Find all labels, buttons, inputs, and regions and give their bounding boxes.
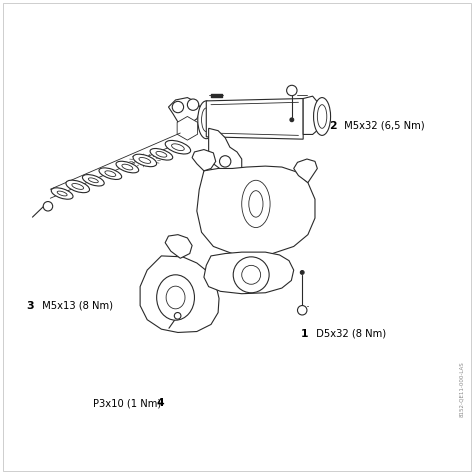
Circle shape bbox=[242, 265, 261, 284]
Ellipse shape bbox=[150, 148, 173, 160]
Polygon shape bbox=[192, 150, 216, 171]
Text: P3x10 (1 Nm): P3x10 (1 Nm) bbox=[93, 398, 164, 409]
Polygon shape bbox=[197, 166, 315, 256]
Ellipse shape bbox=[318, 105, 327, 128]
Polygon shape bbox=[165, 235, 192, 258]
Ellipse shape bbox=[249, 191, 263, 217]
Polygon shape bbox=[168, 98, 201, 126]
Text: M5x32 (6,5 Nm): M5x32 (6,5 Nm) bbox=[341, 121, 425, 131]
Ellipse shape bbox=[122, 164, 133, 170]
Circle shape bbox=[298, 306, 307, 315]
Circle shape bbox=[290, 118, 294, 122]
Text: 1: 1 bbox=[301, 329, 308, 339]
Polygon shape bbox=[140, 256, 219, 332]
Text: M5x13 (8 Nm): M5x13 (8 Nm) bbox=[38, 301, 112, 310]
Text: D5x32 (8 Nm): D5x32 (8 Nm) bbox=[313, 329, 386, 339]
Polygon shape bbox=[303, 96, 319, 135]
Ellipse shape bbox=[198, 101, 215, 139]
Ellipse shape bbox=[66, 180, 90, 192]
Ellipse shape bbox=[82, 174, 104, 186]
Circle shape bbox=[233, 257, 269, 293]
Circle shape bbox=[187, 99, 199, 110]
Polygon shape bbox=[294, 159, 318, 182]
Text: 8152-QE11-000-LAS: 8152-QE11-000-LAS bbox=[459, 361, 464, 417]
Ellipse shape bbox=[242, 180, 270, 228]
Ellipse shape bbox=[172, 144, 184, 151]
Circle shape bbox=[174, 312, 181, 319]
Ellipse shape bbox=[156, 152, 167, 157]
Ellipse shape bbox=[51, 188, 73, 199]
Ellipse shape bbox=[201, 108, 211, 132]
Text: 2: 2 bbox=[329, 121, 337, 131]
Polygon shape bbox=[206, 99, 303, 139]
Text: 4: 4 bbox=[156, 398, 164, 409]
Ellipse shape bbox=[88, 178, 98, 182]
Ellipse shape bbox=[57, 191, 67, 196]
Circle shape bbox=[172, 101, 183, 113]
Ellipse shape bbox=[314, 98, 330, 136]
Circle shape bbox=[287, 85, 297, 96]
Ellipse shape bbox=[105, 171, 116, 176]
Circle shape bbox=[219, 156, 231, 167]
Circle shape bbox=[43, 201, 53, 211]
Ellipse shape bbox=[156, 275, 194, 320]
Ellipse shape bbox=[99, 168, 122, 180]
Circle shape bbox=[301, 271, 304, 274]
Ellipse shape bbox=[139, 157, 151, 164]
Polygon shape bbox=[204, 252, 294, 294]
Ellipse shape bbox=[133, 154, 156, 167]
Ellipse shape bbox=[165, 140, 191, 154]
Ellipse shape bbox=[166, 286, 185, 309]
Polygon shape bbox=[209, 128, 242, 173]
Ellipse shape bbox=[116, 161, 139, 173]
Ellipse shape bbox=[72, 183, 83, 190]
Text: 3: 3 bbox=[27, 301, 34, 310]
Polygon shape bbox=[177, 117, 198, 140]
